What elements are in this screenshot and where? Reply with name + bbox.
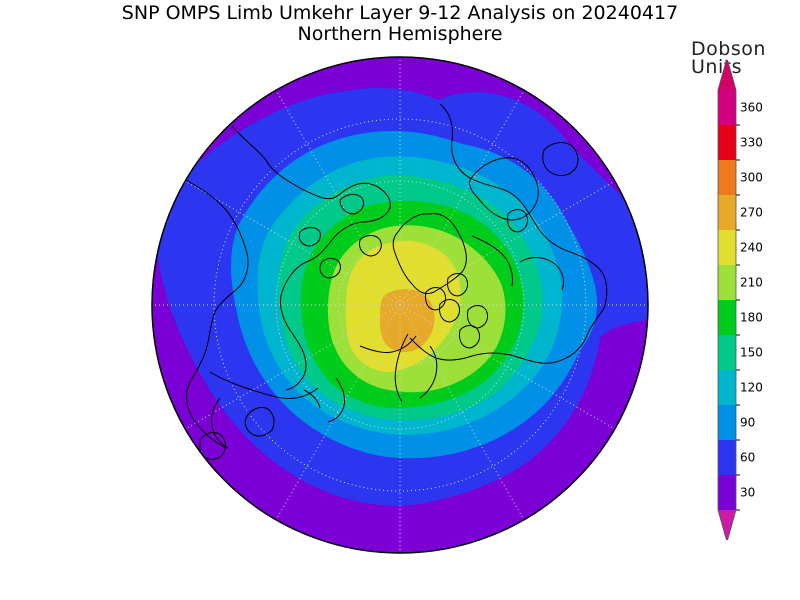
- coast-greenland: [392, 213, 467, 295]
- coast-iceland: [507, 209, 529, 233]
- colorbar-label: 90: [740, 416, 755, 430]
- coast-europe-scandinavia: [469, 142, 579, 221]
- contour-fills: [152, 57, 648, 553]
- grid-meridian: [275, 304, 401, 521]
- colorbar-swatch: [718, 160, 736, 195]
- coast-siberia: [359, 333, 438, 403]
- colorbar-swatch: [718, 300, 736, 335]
- colorbar-group: 360 330 300 270 240 210 180 150 120 90 60 30: [717, 60, 763, 540]
- grid-lat-circle: [337, 242, 463, 368]
- map-border: [151, 56, 649, 554]
- grid-meridian: [184, 304, 401, 430]
- map-subtitle: Northern Hemisphere: [297, 23, 503, 45]
- grid-meridian: [399, 180, 616, 306]
- colorbar-outline: [717, 60, 737, 540]
- colorbar-label: 210: [740, 276, 763, 290]
- colorbar-swatch: [718, 370, 736, 405]
- coast-canadian-archipelago: [298, 193, 382, 279]
- legend-units-line1: Dobson: [691, 38, 766, 60]
- grid-meridian: [184, 180, 401, 306]
- grid-meridian: [399, 304, 616, 430]
- colorbar-label: 30: [740, 486, 755, 500]
- colorbar-swatch: [718, 440, 736, 475]
- colorbar-label: 60: [740, 451, 755, 465]
- lat-lon-grid: [152, 57, 648, 553]
- grid-meridian: [275, 89, 401, 306]
- colorbar-label: 270: [740, 206, 763, 220]
- colorbar-label: 300: [740, 171, 763, 185]
- coast-eurasia: [409, 103, 608, 364]
- coast-arctic-islands: [425, 273, 489, 349]
- colorbar-swatch: [718, 230, 736, 265]
- colorbar-swatch: [718, 405, 736, 440]
- grid-meridian: [399, 304, 525, 521]
- colorbar-label: 330: [740, 136, 763, 150]
- map-title: SNP OMPS Limb Umkehr Layer 9-12 Analysis…: [121, 2, 679, 24]
- colorbar-label: 150: [740, 346, 763, 360]
- colorbar-swatch: [718, 475, 736, 510]
- grid-meridian: [399, 89, 525, 306]
- colorbar-label: 240: [740, 241, 763, 255]
- coast-alaska: [209, 371, 319, 449]
- colorbar-swatch: [718, 335, 736, 370]
- coast-kamchatka: [303, 377, 345, 423]
- coast-north-america: [185, 125, 391, 449]
- colorbar-top-arrow: [718, 60, 736, 90]
- coastlines: [185, 103, 647, 461]
- colorbar-swatch: [718, 125, 736, 160]
- colorbar-label: 120: [740, 381, 763, 395]
- colorbar-label: 360: [740, 101, 763, 115]
- grid-lat-circle: [213, 118, 587, 492]
- colorbar-swatch: [718, 265, 736, 300]
- colorbar: 360 330 300 270 240 210 180 150 120 90 60 30: [717, 60, 763, 540]
- colorbar-swatch: [718, 90, 736, 125]
- colorbar-bottom-arrow: [718, 510, 736, 540]
- colorbar-swatch: [718, 195, 736, 230]
- colorbar-label: 180: [740, 311, 763, 325]
